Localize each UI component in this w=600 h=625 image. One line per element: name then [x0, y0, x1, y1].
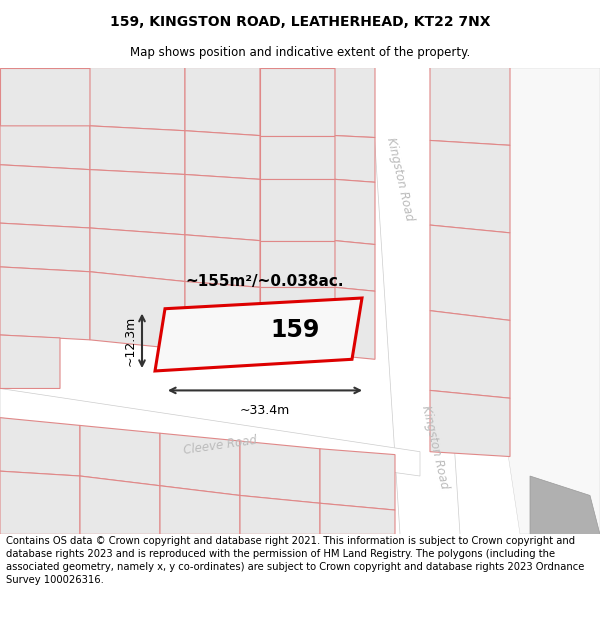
Polygon shape [0, 223, 90, 272]
Polygon shape [320, 449, 395, 510]
Polygon shape [0, 68, 90, 126]
Polygon shape [0, 335, 60, 389]
Polygon shape [185, 235, 260, 288]
Polygon shape [320, 503, 395, 534]
Polygon shape [240, 496, 320, 534]
Polygon shape [160, 433, 240, 496]
Polygon shape [260, 179, 335, 241]
Polygon shape [260, 241, 335, 288]
Text: Kingston Road: Kingston Road [384, 136, 416, 222]
Polygon shape [80, 476, 160, 534]
Polygon shape [335, 288, 375, 359]
Text: ~12.3m: ~12.3m [124, 316, 137, 366]
Polygon shape [0, 126, 90, 169]
Polygon shape [80, 426, 160, 486]
Polygon shape [90, 228, 185, 281]
Polygon shape [90, 169, 185, 235]
Text: ~155m²/~0.038ac.: ~155m²/~0.038ac. [186, 274, 344, 289]
Polygon shape [430, 68, 510, 145]
Polygon shape [335, 68, 375, 138]
Polygon shape [0, 165, 90, 228]
Polygon shape [0, 389, 420, 476]
Polygon shape [530, 476, 600, 534]
Text: 159: 159 [271, 318, 320, 342]
Polygon shape [430, 141, 510, 233]
Polygon shape [260, 68, 335, 136]
Polygon shape [430, 311, 510, 398]
Polygon shape [260, 288, 335, 356]
Text: Map shows position and indicative extent of the property.: Map shows position and indicative extent… [130, 46, 470, 59]
Polygon shape [185, 174, 260, 241]
Polygon shape [370, 68, 460, 534]
Polygon shape [0, 471, 80, 534]
Polygon shape [0, 418, 80, 476]
Polygon shape [185, 131, 260, 179]
Polygon shape [240, 441, 320, 503]
Polygon shape [335, 136, 375, 182]
Polygon shape [0, 267, 90, 340]
Text: Cleeve Road: Cleeve Road [182, 433, 257, 456]
Polygon shape [450, 68, 600, 534]
Text: Contains OS data © Crown copyright and database right 2021. This information is : Contains OS data © Crown copyright and d… [6, 536, 584, 585]
Polygon shape [430, 391, 510, 456]
Text: 159, KINGSTON ROAD, LEATHERHEAD, KT22 7NX: 159, KINGSTON ROAD, LEATHERHEAD, KT22 7N… [110, 15, 490, 29]
Polygon shape [335, 179, 375, 244]
Text: ~33.4m: ~33.4m [240, 404, 290, 417]
Polygon shape [260, 136, 335, 179]
Polygon shape [335, 241, 375, 291]
Text: Kingston Road: Kingston Road [419, 404, 451, 490]
Polygon shape [155, 298, 362, 371]
Polygon shape [90, 68, 185, 131]
Polygon shape [185, 281, 260, 356]
Polygon shape [185, 68, 260, 136]
Polygon shape [430, 225, 510, 321]
Polygon shape [90, 272, 185, 349]
Polygon shape [160, 486, 240, 534]
Polygon shape [90, 126, 185, 174]
